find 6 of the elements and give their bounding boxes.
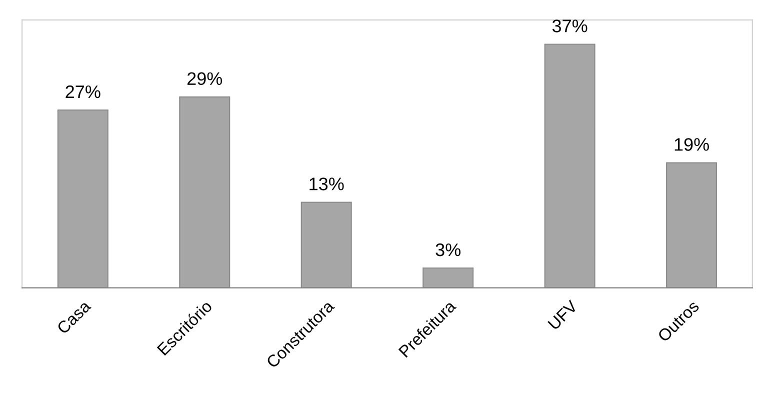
data-label: 13% xyxy=(310,178,344,190)
data-label: 19% xyxy=(674,138,709,151)
data-label: 3% xyxy=(436,243,460,256)
data-label: 29% xyxy=(187,72,222,86)
data-label: 37% xyxy=(552,20,588,32)
data-label: 27% xyxy=(66,85,100,98)
